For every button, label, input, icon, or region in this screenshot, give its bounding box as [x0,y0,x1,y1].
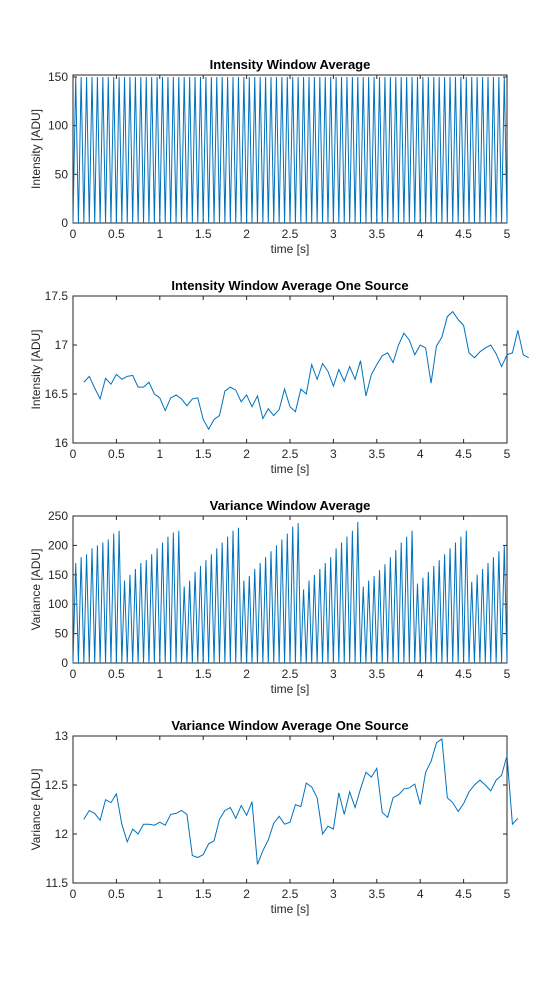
y-tick-label: 12.5 [45,778,69,792]
x-tick-label: 0.5 [108,667,125,681]
x-tick-label: 3.5 [368,887,385,901]
x-tick-label: 2.5 [282,887,299,901]
x-tick-label: 0 [70,227,77,241]
x-tick-label: 4.5 [455,887,472,901]
x-tick-label: 1 [156,447,163,461]
x-tick-label: 3.5 [368,667,385,681]
x-tick-label: 4 [417,667,424,681]
y-tick-label: 50 [55,627,69,641]
y-axis-label: Variance [ADU] [29,769,43,851]
x-tick-label: 4.5 [455,227,472,241]
x-tick-label: 3 [330,667,337,681]
y-tick-label: 150 [48,70,68,84]
x-tick-label: 0 [70,887,77,901]
x-tick-label: 2.5 [282,667,299,681]
x-tick-label: 5 [504,227,511,241]
chart-title: Variance Window Average [210,498,371,513]
y-tick-label: 16 [55,436,69,450]
x-axis-label: time [s] [271,242,310,256]
x-tick-label: 1.5 [195,667,212,681]
x-tick-label: 5 [504,887,511,901]
x-axis-label: time [s] [271,682,310,696]
x-tick-label: 2 [243,887,250,901]
chart-title: Variance Window Average One Source [171,718,408,733]
y-tick-label: 12 [55,827,69,841]
x-tick-label: 3.5 [368,227,385,241]
chart-title: Intensity Window Average [210,57,371,72]
x-tick-label: 5 [504,447,511,461]
y-axis-label: Variance [ADU] [29,549,43,631]
x-tick-label: 3 [330,227,337,241]
x-tick-label: 2.5 [282,447,299,461]
y-tick-label: 17.5 [45,289,69,303]
y-tick-label: 13 [55,729,69,743]
subplot-4: 0 0.5 1 1.5 2 2.5 3 3.5 4 4.5 511.51212.513Varianc… [29,718,519,916]
series-line [72,76,508,224]
y-tick-label: 17 [55,338,69,352]
chart-title: Intensity Window Average One Source [171,278,408,293]
x-tick-label: 3 [330,887,337,901]
y-tick-label: 250 [48,509,68,523]
x-tick-label: 2 [243,447,250,461]
y-axis-label: Intensity [ADU] [29,109,43,189]
x-tick-label: 2 [243,227,250,241]
y-tick-label: 200 [48,538,68,552]
subplot-1: 0 0.5 1 1.5 2 2.5 3 3.5 4 4.5 5050100150Intensity … [29,57,511,256]
subplot-3: 0 0.5 1 1.5 2 2.5 3 3.5 4 4.5 5050100150200250Vari… [29,498,511,696]
x-tick-label: 1.5 [195,887,212,901]
x-axis-label: time [s] [271,902,310,916]
series-line [83,310,529,431]
y-tick-label: 16.5 [45,387,69,401]
x-tick-label: 1 [156,887,163,901]
x-tick-label: 0.5 [108,447,125,461]
series-line [72,521,508,664]
x-tick-label: 2 [243,667,250,681]
y-axis-label: Intensity [ADU] [29,329,43,409]
x-tick-label: 1.5 [195,447,212,461]
x-tick-label: 4.5 [455,667,472,681]
x-tick-label: 0.5 [108,227,125,241]
x-tick-label: 1.5 [195,227,212,241]
y-tick-label: 0 [61,656,68,670]
x-tick-label: 5 [504,667,511,681]
x-tick-label: 4 [417,887,424,901]
x-tick-label: 0 [70,447,77,461]
x-tick-label: 2.5 [282,227,299,241]
x-tick-label: 3.5 [368,447,385,461]
x-tick-label: 4 [417,447,424,461]
axes-frame [72,735,508,884]
y-tick-label: 11.5 [46,876,69,890]
x-tick-label: 4.5 [455,447,472,461]
x-tick-label: 4 [417,227,424,241]
y-tick-label: 0 [61,216,68,230]
x-tick-label: 1 [156,667,163,681]
subplot-2: 0 0.5 1 1.5 2 2.5 3 3.5 4 4.5 5 16 16.5 17 17.5 Intensi… [29,278,529,476]
x-axis-label: time [s] [271,462,310,476]
y-tick-label: 150 [48,568,68,582]
x-tick-label: 3 [330,447,337,461]
x-tick-label: 0 [70,667,77,681]
x-tick-label: 0.5 [108,887,125,901]
x-tick-label: 1 [156,227,163,241]
y-tick-label: 50 [55,167,69,181]
series-line [83,738,519,865]
y-tick-label: 100 [48,119,68,133]
axes-frame [72,295,508,444]
y-tick-label: 100 [48,597,68,611]
